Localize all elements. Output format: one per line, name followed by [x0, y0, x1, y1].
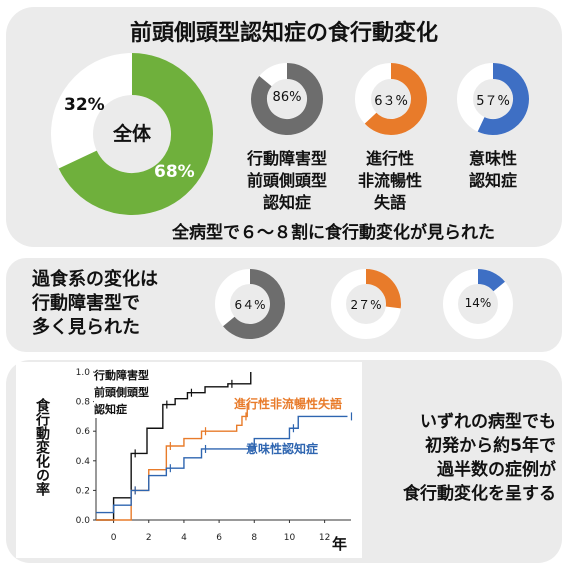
- km-label-sd: 意味性認知症: [246, 442, 319, 456]
- subtype-sd-name: 意味性 認知症: [443, 148, 543, 192]
- donut-sub-2-arc: [477, 63, 529, 135]
- summary-all-types: 全病型で６～８割に食行動変化が見られた: [172, 223, 495, 243]
- pnfa-name-line2: 非流暢性: [357, 171, 422, 190]
- km-xtick-label: 4: [181, 533, 187, 543]
- donut-sd-pct: 5７%: [476, 94, 510, 109]
- km-ytick-label: 1.0: [76, 368, 91, 378]
- overeating-line1: 過食系の変化は: [32, 269, 158, 290]
- overeating-bvftd-pct: 6４%: [234, 298, 266, 312]
- bvftd-name-line3: 認知症: [262, 193, 311, 212]
- km-chart-card: [16, 362, 362, 558]
- overeating-text: 過食系の変化は 行動障害型で 多く見られた: [32, 268, 158, 340]
- subtype-bvftd-name: 行動障害型 前頭側頭型 認知症: [228, 148, 346, 214]
- overeating-sd-pct: 14%: [464, 296, 492, 310]
- km-label-bvftd-line1: 行動障害型: [94, 369, 149, 382]
- summary-km-line4: 食行動変化を呈する: [403, 484, 556, 504]
- overall-yes-arc: [58, 53, 213, 215]
- km-series-1: [96, 404, 248, 521]
- donut-sub-0-arc: [251, 63, 323, 135]
- km-ylabel: 食行動変化の率: [34, 398, 50, 496]
- subtype-pnfa-name: 進行性 非流暢性 失語: [340, 148, 440, 214]
- donut-sub-1-arc: [364, 63, 427, 135]
- donut-pnfa-pct: 6３%: [374, 94, 408, 109]
- bvftd-name-line2: 前頭側頭型: [246, 171, 327, 190]
- km-xtick-label: 6: [216, 533, 222, 543]
- km-ytick-label: 0.2: [76, 486, 90, 496]
- sd-name-line2: 認知症: [468, 171, 517, 190]
- km-label-bvftd: 行動障害型 前頭側頭型 認知症: [94, 367, 149, 418]
- km-label-pnfa: 進行性非流暢性失語: [234, 397, 343, 411]
- overeating-pnfa-pct: 2７%: [350, 298, 382, 312]
- donut-sd: [457, 63, 529, 135]
- km-xtick-label: 0: [111, 533, 117, 543]
- summary-km-line3: 過半数の症例が: [437, 460, 556, 480]
- donut-overeating-sd: [443, 269, 513, 339]
- km-ytick-label: 0.6: [76, 427, 91, 437]
- km-xtick-label: 8: [251, 533, 257, 543]
- donut-bvftd: [251, 63, 323, 135]
- km-ytick-label: 0.8: [76, 398, 91, 408]
- page-title: 前頭側頭型認知症の食行動変化: [129, 21, 438, 46]
- donut-bvftd-pct: 86%: [272, 90, 302, 105]
- km-label-bvftd-line2: 前頭側頭型: [94, 386, 149, 399]
- donut-ov-1-arc: [365, 269, 401, 309]
- donut-ov-0-arc: [223, 269, 285, 339]
- bvftd-name-line1: 行動障害型: [246, 149, 327, 168]
- km-label-bvftd-line3: 認知症: [94, 403, 127, 416]
- sd-name-line1: 意味性: [468, 149, 517, 168]
- pnfa-name-line3: 失語: [373, 193, 406, 212]
- km-xunit: 年: [332, 535, 348, 553]
- overeating-line2: 行動障害型で: [32, 293, 140, 314]
- pnfa-name-line1: 進行性: [365, 149, 414, 168]
- overall-yes-pct: 68%: [154, 162, 195, 182]
- donut-overeating-pnfa: [331, 269, 401, 339]
- donut-ov-2-arc: [477, 269, 505, 292]
- overall-donut: [51, 53, 213, 215]
- km-xtick-label: 2: [146, 533, 152, 543]
- km-series-2: [96, 415, 348, 514]
- km-ytick-label: 0.0: [76, 516, 91, 526]
- overall-center-label: 全体: [112, 123, 151, 145]
- km-xtick-label: 10: [284, 533, 296, 543]
- donut-pnfa: [355, 63, 427, 135]
- donut-overeating-bvftd: [215, 269, 285, 339]
- summary-km-line2: 初発から約5年で: [425, 436, 556, 456]
- summary-km-line1: いずれの病型でも: [420, 412, 556, 432]
- overeating-line3: 多く見られた: [32, 317, 140, 338]
- overall-no-pct: 32%: [64, 95, 105, 115]
- summary-km-text: いずれの病型でも 初発から約5年で 過半数の症例が 食行動変化を呈する: [366, 410, 556, 506]
- km-chart: 0.0 0.2 0.4 0.6 0.8 1.0 0 2 4 6 8 10 12: [76, 368, 353, 543]
- km-xtick-label: 12: [319, 533, 330, 543]
- km-ytick-label: 0.4: [76, 457, 91, 467]
